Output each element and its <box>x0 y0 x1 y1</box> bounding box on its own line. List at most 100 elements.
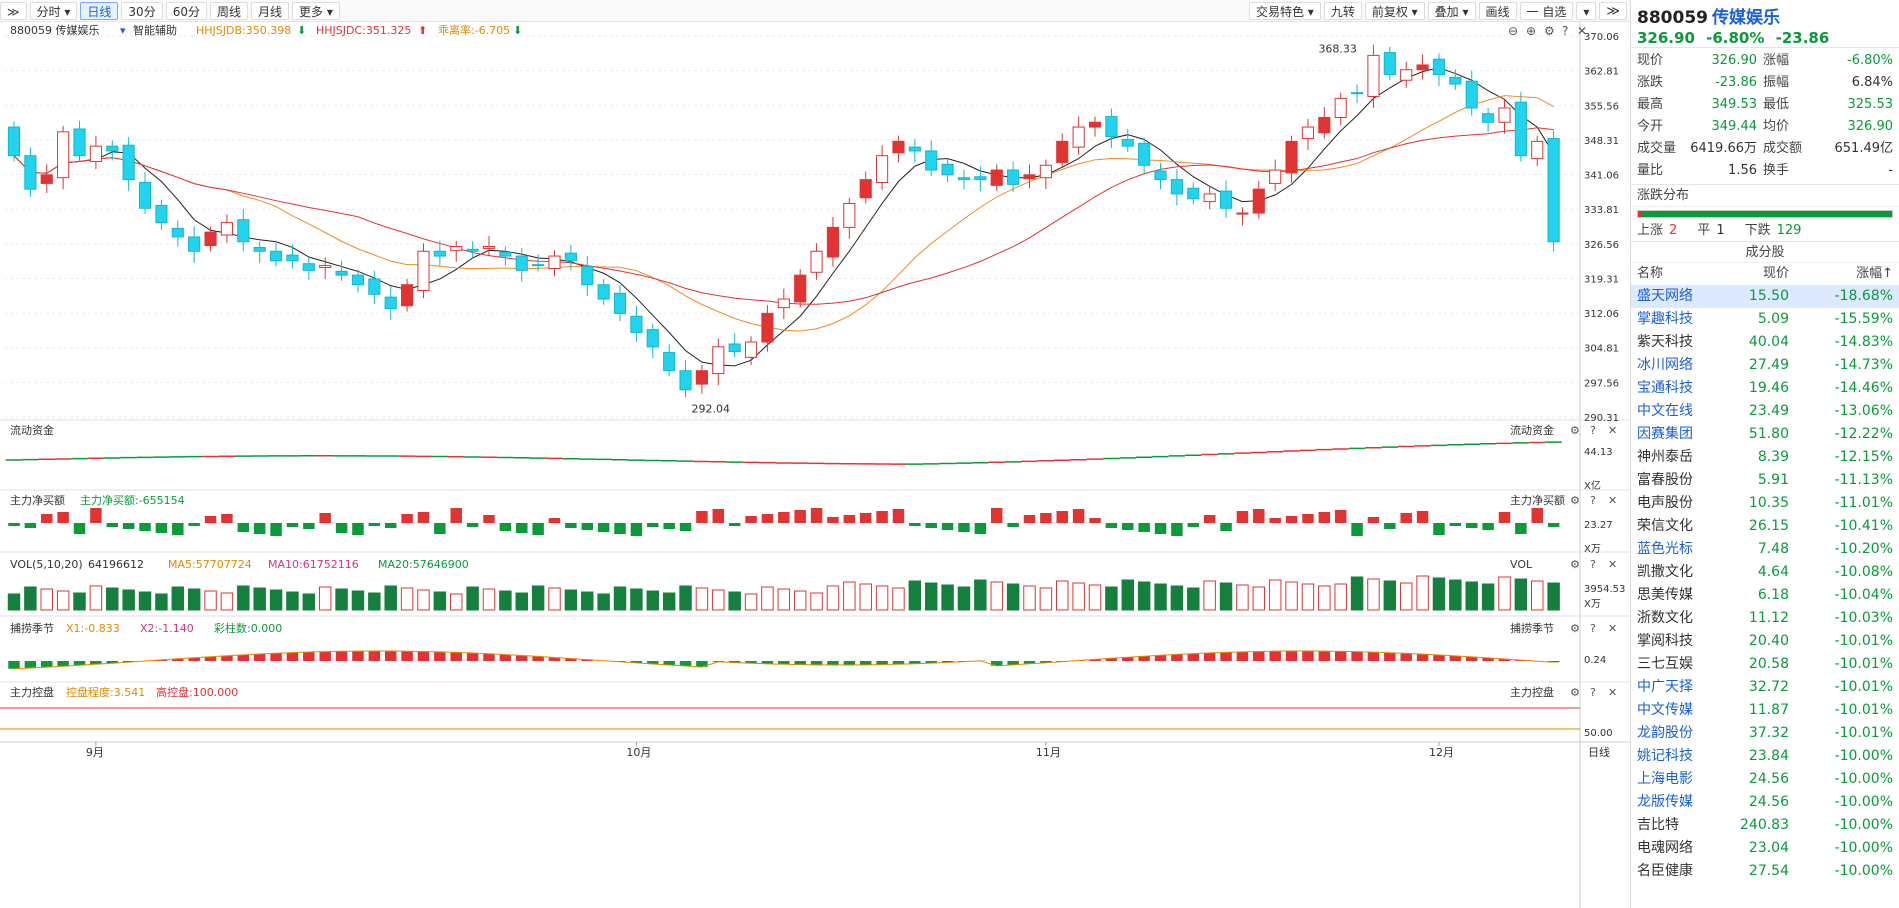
component-row[interactable]: 三七互娱 20.58 -10.01% <box>1631 653 1899 676</box>
netbuy-bar <box>172 523 184 535</box>
component-row[interactable]: 吉比特 240.83 -10.00% <box>1631 814 1899 837</box>
component-row[interactable]: 电声股份 10.35 -11.01% <box>1631 492 1899 515</box>
toolbar-btn-jiuzhuan[interactable]: 九转 <box>1323 1 1362 20</box>
gear-icon[interactable]: ⚙ <box>1570 494 1580 507</box>
close-icon[interactable]: ✕ <box>1608 686 1617 699</box>
plus-icon[interactable]: ⊕ <box>1526 24 1536 38</box>
component-pct: -10.00% <box>1834 748 1893 764</box>
kline-chart-svg[interactable]: 370.06 362.81 355.56 348.31 341.06 333.81 326.… <box>0 22 1630 908</box>
help-icon[interactable]: ? <box>1562 24 1568 38</box>
component-row[interactable]: 龙韵股份 37.32 -10.01% <box>1631 722 1899 745</box>
component-row[interactable]: 电魂网络 23.04 -10.00% <box>1631 837 1899 860</box>
period-switch-button[interactable]: 日线 <box>1588 745 1610 759</box>
gear-icon[interactable]: ⚙ <box>1570 558 1580 571</box>
toolbar-btn-diejia[interactable]: 叠加 ▾ <box>1427 1 1476 20</box>
toolbar-btn-zixuan[interactable]: 一 自选 <box>1519 1 1574 20</box>
component-row[interactable]: 因赛集团 51.80 -12.22% <box>1631 423 1899 446</box>
help-icon[interactable]: ? <box>1590 494 1596 507</box>
component-row[interactable]: 冰川网络 27.49 -14.73% <box>1631 354 1899 377</box>
help-icon[interactable]: ? <box>1590 686 1596 699</box>
component-name[interactable]: 龙版传媒 <box>1637 794 1693 810</box>
index-name[interactable]: 传媒娱乐 <box>1711 8 1780 28</box>
assist-toggle[interactable]: ▾ <box>120 24 126 37</box>
component-row[interactable]: 掌阅科技 20.40 -10.01% <box>1631 630 1899 653</box>
component-name[interactable]: 三七互娱 <box>1637 656 1693 672</box>
toolbar-btn-collapse[interactable]: ≫ <box>0 1 27 20</box>
component-name[interactable]: 电魂网络 <box>1637 840 1693 856</box>
toolbar-btn-more[interactable]: 更多 ▾ <box>292 1 340 20</box>
expand-panel-icon[interactable]: ≫ <box>1599 1 1627 20</box>
col-pct[interactable]: 涨幅↑ <box>1856 266 1893 281</box>
kline-chart-area[interactable]: 370.06 362.81 355.56 348.31 341.06 333.81 326.… <box>0 22 1630 908</box>
component-row[interactable]: 中文传媒 11.87 -10.01% <box>1631 699 1899 722</box>
component-name[interactable]: 神州泰岳 <box>1637 449 1693 465</box>
component-name[interactable]: 紫天科技 <box>1637 334 1693 350</box>
component-name[interactable]: 盛天网络 <box>1637 288 1693 304</box>
component-row[interactable]: 荣信文化 26.15 -10.41% <box>1631 515 1899 538</box>
component-name[interactable]: 电声股份 <box>1637 495 1693 511</box>
component-row[interactable]: 盛天网络 15.50 -18.68% <box>1631 285 1899 308</box>
close-icon[interactable]: ✕ <box>1608 494 1617 507</box>
component-name[interactable]: 荣信文化 <box>1637 518 1693 534</box>
component-name[interactable]: 中文传媒 <box>1637 702 1693 718</box>
component-name[interactable]: 上海电影 <box>1637 771 1693 787</box>
close-icon[interactable]: ✕ <box>1608 424 1617 437</box>
toolbar-btn-menu[interactable]: ▾ <box>1576 1 1597 20</box>
help-icon[interactable]: ? <box>1590 558 1596 571</box>
component-name[interactable]: 宝通科技 <box>1637 380 1693 396</box>
component-name[interactable]: 中文在线 <box>1637 403 1693 419</box>
toolbar-btn-trade[interactable]: 交易特色 ▾ <box>1248 1 1321 20</box>
component-name[interactable]: 思美传媒 <box>1637 587 1693 603</box>
component-row[interactable]: 龙版传媒 24.56 -10.00% <box>1631 791 1899 814</box>
gear-icon[interactable]: ⚙ <box>1570 622 1580 635</box>
assist-label[interactable]: 智能辅助 <box>133 23 177 37</box>
close-icon[interactable]: ✕ <box>1608 622 1617 635</box>
component-row[interactable]: 蓝色光标 7.48 -10.20% <box>1631 538 1899 561</box>
component-name[interactable]: 姚记科技 <box>1637 748 1693 764</box>
component-name[interactable]: 富春股份 <box>1637 472 1693 488</box>
toolbar-btn-huaxian[interactable]: 画线 <box>1478 1 1517 20</box>
toolbar-btn-fenshi[interactable]: 分时 ▾ <box>29 1 78 20</box>
close-icon[interactable]: ✕ <box>1577 24 1587 38</box>
toolbar-btn-fuquan[interactable]: 前复权 ▾ <box>1364 1 1425 20</box>
component-row[interactable]: 名臣健康 27.54 -10.00% <box>1631 860 1899 883</box>
component-name[interactable]: 龙韵股份 <box>1637 725 1693 741</box>
minus-icon[interactable]: ⊖ <box>1508 24 1518 38</box>
toolbar-btn-m60[interactable]: 60分 <box>165 1 207 20</box>
component-row[interactable]: 紫天科技 40.04 -14.83% <box>1631 331 1899 354</box>
gear-icon[interactable]: ⚙ <box>1570 424 1580 437</box>
component-name[interactable]: 掌趣科技 <box>1637 311 1693 327</box>
component-row[interactable]: 中文在线 23.49 -13.06% <box>1631 400 1899 423</box>
toolbar-btn-m30[interactable]: 30分 <box>121 1 163 20</box>
col-price[interactable]: 现价 <box>1762 266 1789 281</box>
component-row[interactable]: 上海电影 24.56 -10.00% <box>1631 768 1899 791</box>
gear-icon[interactable]: ⚙ <box>1570 686 1580 699</box>
component-name[interactable]: 掌阅科技 <box>1637 633 1693 649</box>
toolbar-btn-zhouxian[interactable]: 周线 <box>209 1 248 20</box>
close-icon[interactable]: ✕ <box>1608 558 1617 571</box>
component-row[interactable]: 掌趣科技 5.09 -15.59% <box>1631 308 1899 331</box>
component-row[interactable]: 浙数文化 11.12 -10.03% <box>1631 607 1899 630</box>
col-name[interactable]: 名称 <box>1637 266 1664 281</box>
component-name[interactable]: 吉比特 <box>1637 817 1679 833</box>
toolbar-btn-rixian[interactable]: 日线 <box>80 1 119 20</box>
component-row[interactable]: 中广天择 32.72 -10.01% <box>1631 676 1899 699</box>
component-row[interactable]: 神州泰岳 8.39 -12.15% <box>1631 446 1899 469</box>
component-name[interactable]: 名臣健康 <box>1637 863 1693 879</box>
toolbar-btn-yuexian[interactable]: 月线 <box>251 1 290 20</box>
component-name[interactable]: 蓝色光标 <box>1637 541 1693 557</box>
component-row[interactable]: 思美传媒 6.18 -10.04% <box>1631 584 1899 607</box>
component-row[interactable]: 凯撒文化 4.64 -10.08% <box>1631 561 1899 584</box>
component-row[interactable]: 姚记科技 23.84 -10.00% <box>1631 745 1899 768</box>
help-icon[interactable]: ? <box>1590 622 1596 635</box>
component-name[interactable]: 冰川网络 <box>1637 357 1693 373</box>
candle-body <box>1187 187 1200 200</box>
component-name[interactable]: 中广天择 <box>1637 679 1693 695</box>
help-icon[interactable]: ? <box>1590 424 1596 437</box>
gear-icon[interactable]: ⚙ <box>1544 24 1555 38</box>
component-name[interactable]: 因赛集团 <box>1637 426 1693 442</box>
component-row[interactable]: 富春股份 5.91 -11.13% <box>1631 469 1899 492</box>
component-name[interactable]: 浙数文化 <box>1637 610 1693 626</box>
component-row[interactable]: 宝通科技 19.46 -14.46% <box>1631 377 1899 400</box>
component-name[interactable]: 凯撒文化 <box>1637 564 1693 580</box>
